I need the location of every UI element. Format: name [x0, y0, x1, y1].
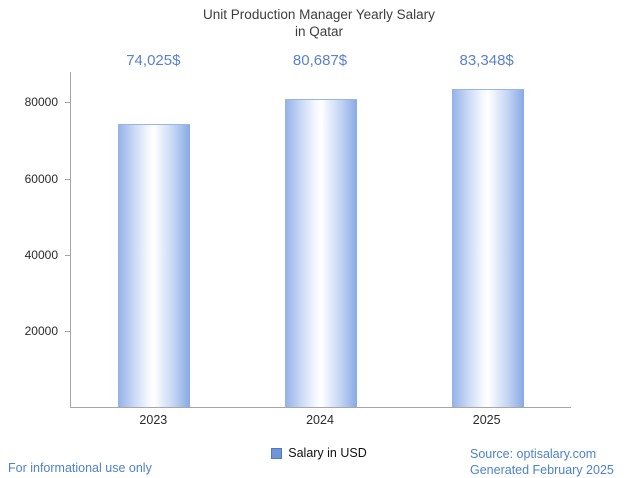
- y-tick-mark: [65, 178, 70, 180]
- y-tick-label-40000: 40000: [24, 247, 58, 262]
- source-block: Source: optisalary.com Generated Februar…: [470, 446, 614, 478]
- y-tick-mark: [65, 330, 70, 332]
- y-tick-mark: [65, 102, 70, 104]
- chart-title-line1: Unit Production Manager Yearly Salary: [203, 7, 435, 22]
- bar-2024: [285, 99, 357, 407]
- bar-value-label-2023: 74,025$: [126, 52, 181, 69]
- y-tick-label-20000: 20000: [24, 323, 58, 338]
- bar-value-labels: 74,025$ 80,687$ 83,348$: [70, 52, 570, 72]
- legend-swatch-icon: [271, 447, 283, 459]
- y-axis: 20000 40000 60000 80000: [0, 72, 70, 407]
- x-axis: 2023 2024 2025: [70, 411, 570, 431]
- chart-title: Unit Production Manager Yearly Salary in…: [0, 6, 638, 40]
- disclaimer-text: For informational use only: [8, 461, 152, 475]
- y-tick-label-80000: 80000: [24, 95, 58, 110]
- plot-area: [70, 72, 571, 408]
- generated-date: Generated February 2025: [470, 463, 614, 477]
- bar-value-label-2025: 83,348$: [459, 52, 514, 69]
- legend-label: Salary in USD: [288, 446, 367, 460]
- legend: Salary in USD: [0, 446, 638, 460]
- y-tick-label-60000: 60000: [24, 171, 58, 186]
- bar-value-label-2024: 80,687$: [292, 52, 348, 69]
- x-tick-label-2023: 2023: [139, 413, 168, 427]
- source-link[interactable]: Source: optisalary.com: [470, 447, 597, 461]
- x-tick-label-2025: 2025: [472, 413, 501, 427]
- bar-2023: [118, 124, 191, 407]
- chart-title-line2: in Qatar: [294, 24, 344, 39]
- x-tick-label-2024: 2024: [306, 413, 334, 427]
- bar-2025: [451, 89, 524, 407]
- y-tick-mark: [65, 254, 70, 256]
